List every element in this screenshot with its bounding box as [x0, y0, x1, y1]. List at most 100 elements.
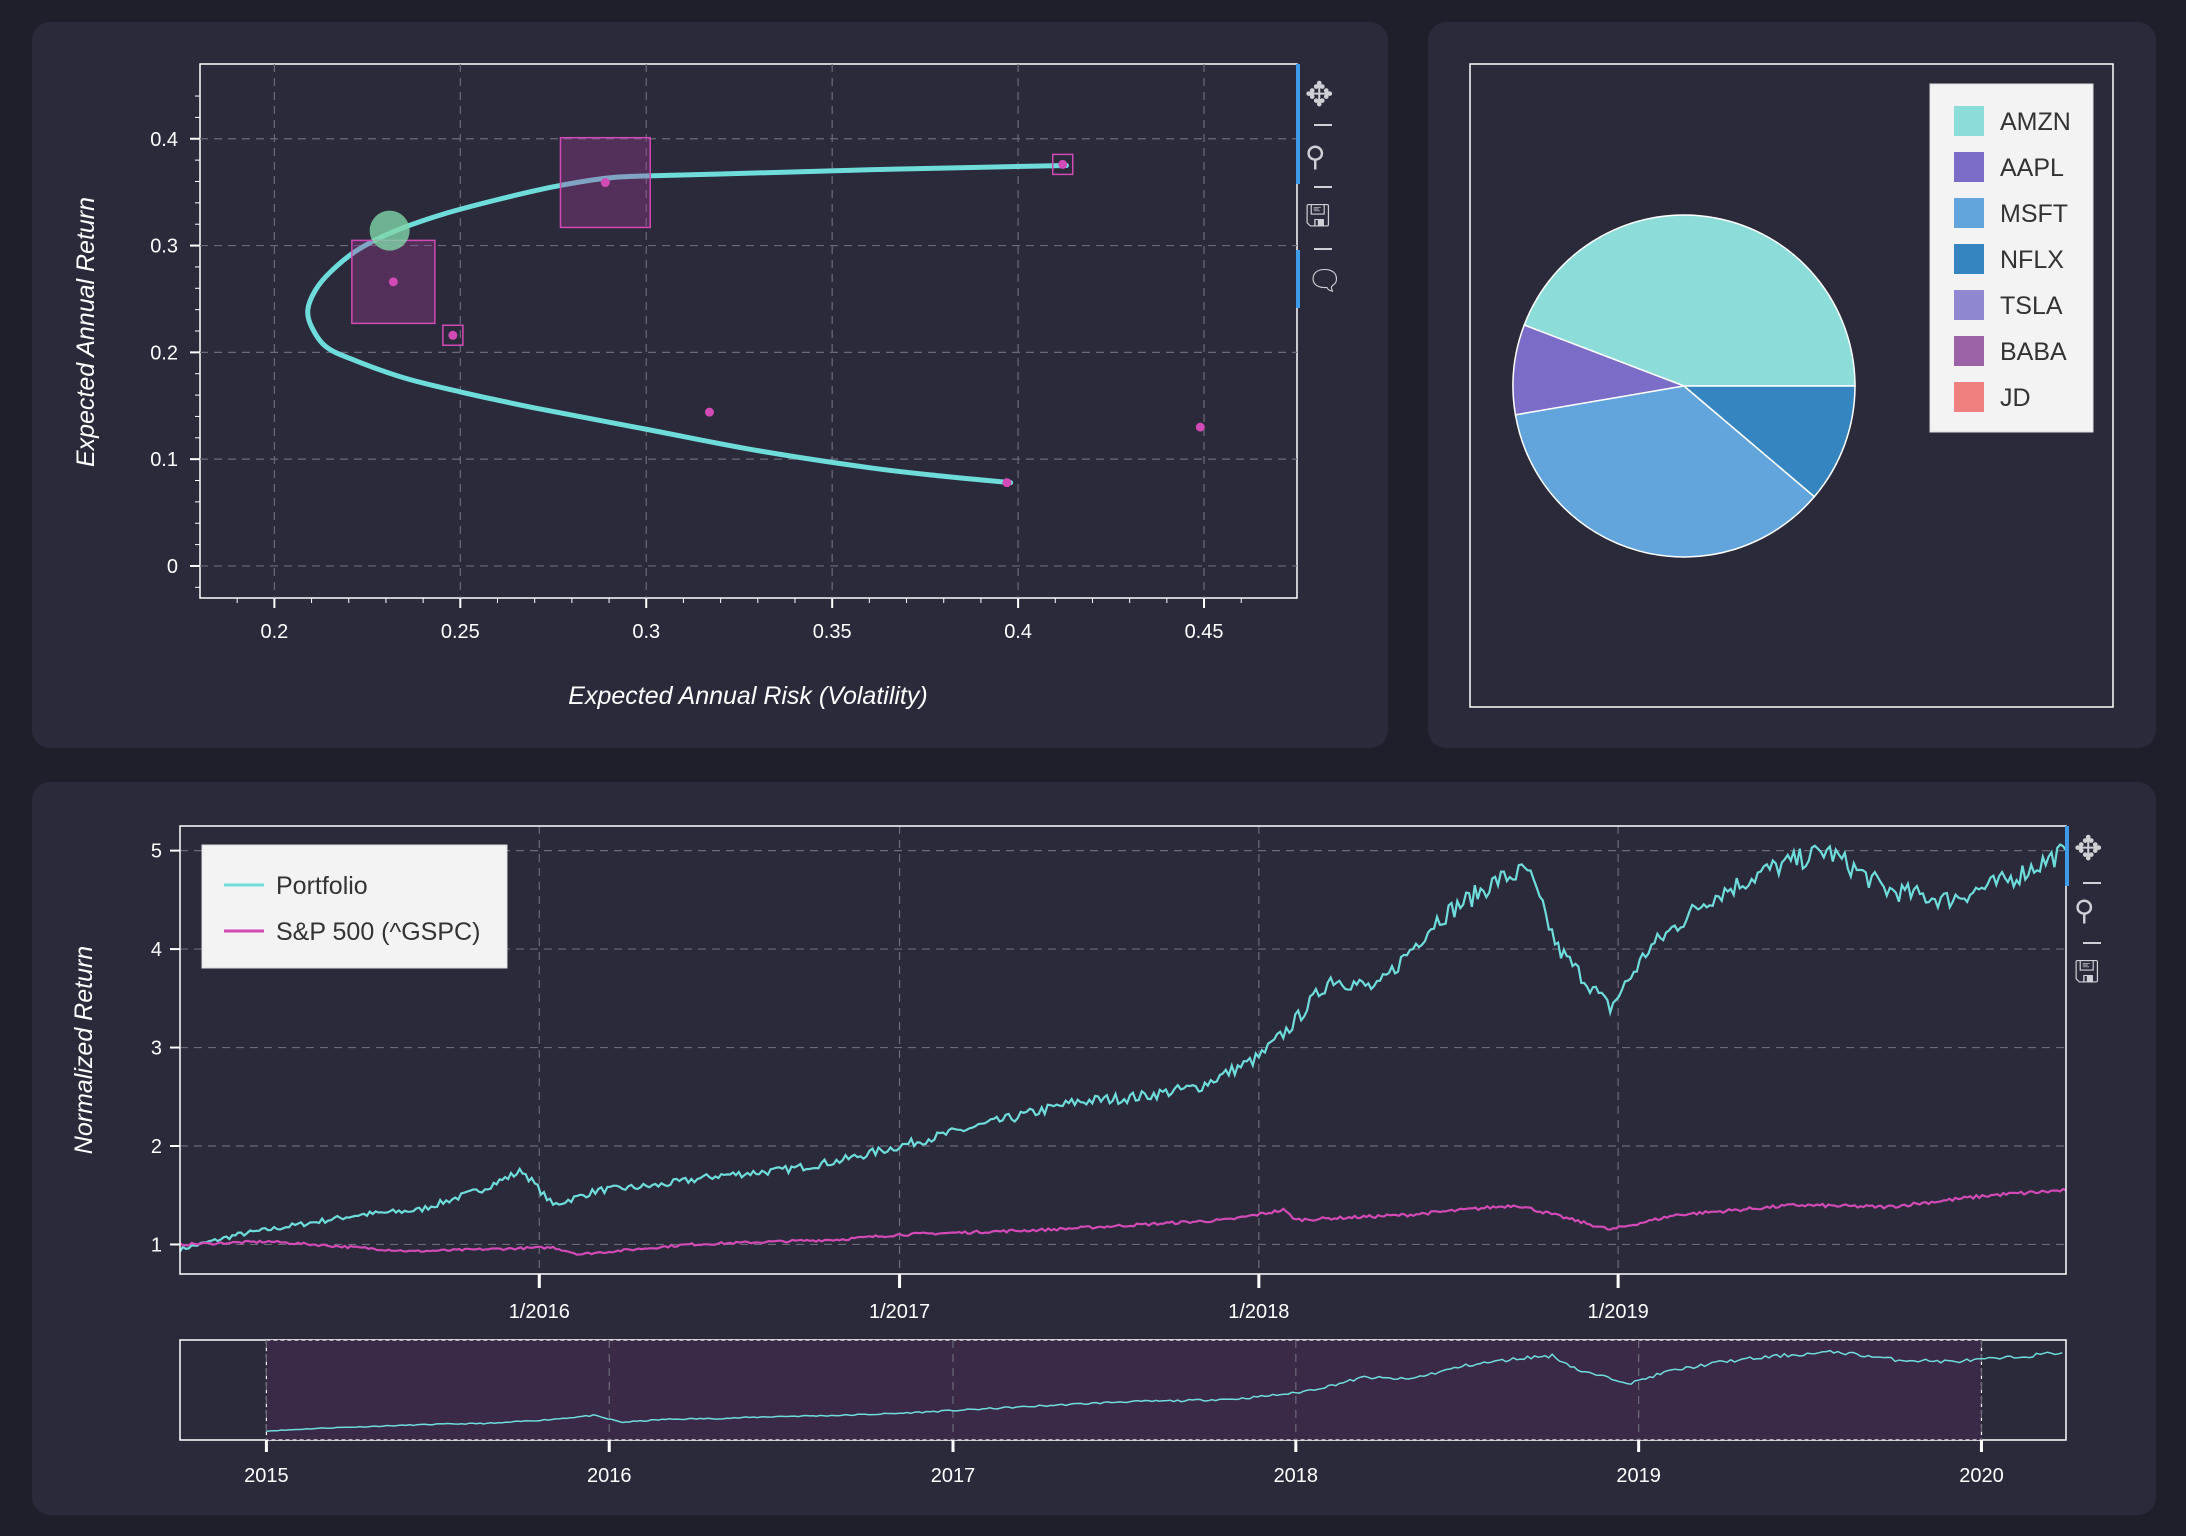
box-zoom-icon[interactable]: ⚲	[2074, 894, 2095, 927]
y-tick-label: 0.1	[150, 449, 178, 471]
legend-label: BABA	[2000, 338, 2067, 366]
chart-marks	[305, 136, 1205, 488]
legend-swatch	[1954, 152, 1984, 182]
x-tick-label: 1/2016	[509, 1301, 570, 1323]
x-tick-label: 1/2017	[869, 1301, 930, 1323]
range-tick-label: 2016	[587, 1465, 632, 1487]
legend: AMZN AAPL MSFT NFLX TSLA BABA JD	[1929, 83, 2094, 433]
y-axis-label: Expected Annual Return	[72, 197, 100, 467]
performance-panel: 1 2 3 4 5 1/2016 1/2017 1/2018 1/2019 Normalize…	[32, 782, 2156, 1515]
y-tick-label: 4	[151, 939, 162, 961]
legend-swatch	[1954, 244, 1984, 274]
plot-frame	[179, 825, 2067, 1275]
sp500-line	[179, 1187, 2067, 1256]
x-axis-label: Expected Annual Risk (Volatility)	[568, 682, 927, 710]
move-icon[interactable]: ✥	[1305, 75, 1334, 115]
toolbar-active-indicator	[2065, 826, 2069, 886]
chart-lines	[179, 843, 2067, 1256]
toolbar-active-indicator	[1296, 64, 1300, 184]
portfolio-line	[179, 843, 2067, 1253]
grid	[200, 64, 1297, 598]
legend-swatch	[1954, 336, 1984, 366]
legend-label: TSLA	[2000, 292, 2063, 320]
range-selector[interactable]	[265, 1339, 2063, 1441]
efficient-frontier-chart[interactable]: 0.2 0.25 0.3 0.35 0.4 0.45 0 0.1 0.2 0.3 0.4 Expe…	[32, 22, 1388, 748]
range-x-axis: 2015 2016 2017 2018 2019 2020	[244, 1440, 2004, 1487]
legend-label: S&P 500 (^GSPC)	[276, 918, 480, 946]
efficient-frontier-curve	[305, 162, 1069, 486]
pie-slice-nflx	[1681, 385, 1856, 498]
x-tick-label: 0.4	[1004, 621, 1032, 643]
legend-swatch	[1954, 106, 1984, 136]
stock-point	[1002, 478, 1012, 488]
save-icon[interactable]: 🖫	[1305, 199, 1331, 234]
toolbar-divider	[1314, 186, 1332, 188]
legend-label: AMZN	[2000, 108, 2071, 136]
y-tick-label: 0	[167, 556, 178, 578]
y-axis-label: Normalized Return	[70, 946, 98, 1154]
range-tick-label: 2018	[1274, 1465, 1319, 1487]
efficient-frontier-panel: 0.2 0.25 0.3 0.35 0.4 0.45 0 0.1 0.2 0.3 0.4 Expe…	[32, 22, 1388, 748]
x-tick-label: 0.3	[632, 621, 660, 643]
stock-point	[1058, 159, 1068, 169]
range-tick-label: 2019	[1616, 1465, 1661, 1487]
legend-box	[201, 844, 508, 969]
y-tick-label: 0.4	[150, 129, 178, 151]
x-tick-label: 1/2019	[1588, 1301, 1649, 1323]
pie-slice-amzn	[1523, 214, 1856, 387]
stock-weight-box	[442, 324, 464, 347]
x-tick-label: 0.35	[813, 621, 852, 643]
x-tick-label: 1/2018	[1228, 1301, 1289, 1323]
box-zoom-icon[interactable]: ⚲	[1305, 140, 1326, 173]
normalized-return-chart[interactable]: 1 2 3 4 5 1/2016 1/2017 1/2018 1/2019 Normalize…	[32, 782, 2156, 1515]
plot-frame	[199, 63, 1298, 599]
pie-slices	[1512, 214, 1856, 558]
stock-point	[600, 178, 610, 188]
stock-point	[1195, 422, 1205, 432]
allocation-pie-chart[interactable]: AMZN AAPL MSFT NFLX TSLA BABA JD	[1428, 22, 2156, 748]
toolbar-active-indicator	[1296, 250, 1300, 308]
x-tick-label: 0.25	[441, 621, 480, 643]
range-portfolio-line	[266, 1349, 2063, 1433]
stock-weight-box	[1051, 153, 1074, 176]
pie-slice-aapl	[1512, 324, 1687, 416]
legend-label: MSFT	[2000, 200, 2068, 228]
stock-point	[704, 407, 714, 417]
plot-frame	[1469, 63, 2114, 708]
move-icon[interactable]: ✥	[2074, 829, 2103, 869]
y-tick-label: 2	[151, 1136, 162, 1158]
y-tick-label: 5	[151, 841, 162, 863]
y-tick-label: 0.3	[150, 236, 178, 258]
x-tick-label: 0.45	[1185, 621, 1224, 643]
y-tick-label: 3	[151, 1038, 162, 1060]
range-selection-box	[265, 1339, 1983, 1441]
legend-label: NFLX	[2000, 246, 2064, 274]
optimal-portfolio-marker	[369, 210, 410, 251]
toolbar-divider	[2083, 882, 2101, 884]
toolbar-divider	[2083, 942, 2101, 944]
y-tick-label: 1	[151, 1234, 162, 1256]
allocation-panel: AMZN AAPL MSFT NFLX TSLA BABA JD	[1428, 22, 2156, 748]
range-tick-label: 2020	[1959, 1465, 2004, 1487]
x-axis: 1/2016 1/2017 1/2018 1/2019	[509, 1274, 1649, 1323]
hover-tooltip-icon[interactable]: 🗨	[1307, 264, 1343, 297]
toolbar-divider	[1314, 124, 1332, 126]
range-tick-label: 2015	[244, 1465, 289, 1487]
x-axis: 0.2 0.25 0.3 0.35 0.4 0.45	[236, 598, 1242, 643]
y-axis: 1 2 3 4 5	[151, 841, 180, 1256]
y-tick-label: 0.2	[150, 342, 178, 364]
legend-label: Portfolio	[276, 872, 368, 900]
legend: Portfolio S&P 500 (^GSPC)	[201, 844, 508, 969]
range-tick-label: 2017	[931, 1465, 976, 1487]
save-icon[interactable]: 🖫	[2074, 955, 2100, 990]
legend-label: JD	[2000, 384, 2031, 412]
legend-label: AAPL	[2000, 154, 2064, 182]
legend-swatch	[1954, 290, 1984, 320]
legend-swatch	[1954, 198, 1984, 228]
toolbar-divider	[1314, 248, 1332, 250]
stock-point	[388, 277, 398, 287]
stock-point	[448, 330, 458, 340]
y-axis: 0 0.1 0.2 0.3 0.4	[150, 95, 200, 588]
pie-slice-msft	[1514, 385, 1816, 558]
x-tick-label: 0.2	[260, 621, 288, 643]
